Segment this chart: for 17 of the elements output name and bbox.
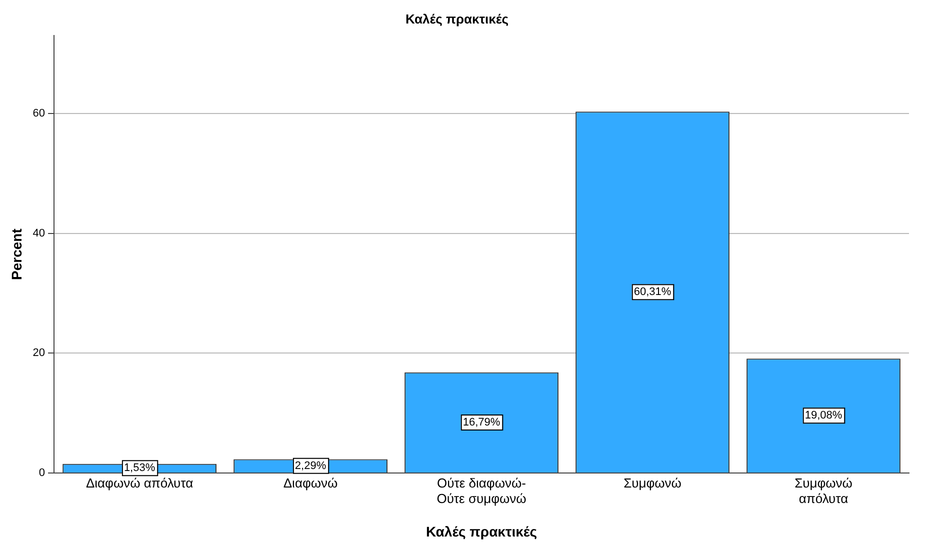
x-tick-label: Συμφωνώ απόλυτα [794, 475, 852, 506]
data-label: 19,08% [804, 410, 842, 422]
y-tick-label: 0 [38, 467, 46, 480]
y-axis-title: Percent [8, 228, 24, 280]
y-tick-label: 60 [32, 108, 46, 120]
y-tick-label: 20 [32, 347, 46, 360]
y-tick-label: 40 [32, 227, 46, 240]
data-label: 16,79% [462, 416, 500, 428]
x-tick-label: Διαφωνώ [283, 475, 338, 490]
x-tick-label: Ούτε διαφωνώ- Ούτε συμφωνώ [436, 475, 526, 506]
x-tick-label: Συμφωνώ [624, 475, 682, 490]
data-label: 2,29% [294, 460, 326, 472]
x-axis-title: Καλές πρακτικές [426, 523, 538, 540]
chart-title: Καλές πρακτικές [405, 11, 509, 26]
data-label: 60,31% [634, 286, 672, 298]
data-label: 1,53% [124, 462, 156, 474]
x-tick-label: Διαφωνώ απόλυτα [86, 475, 194, 490]
